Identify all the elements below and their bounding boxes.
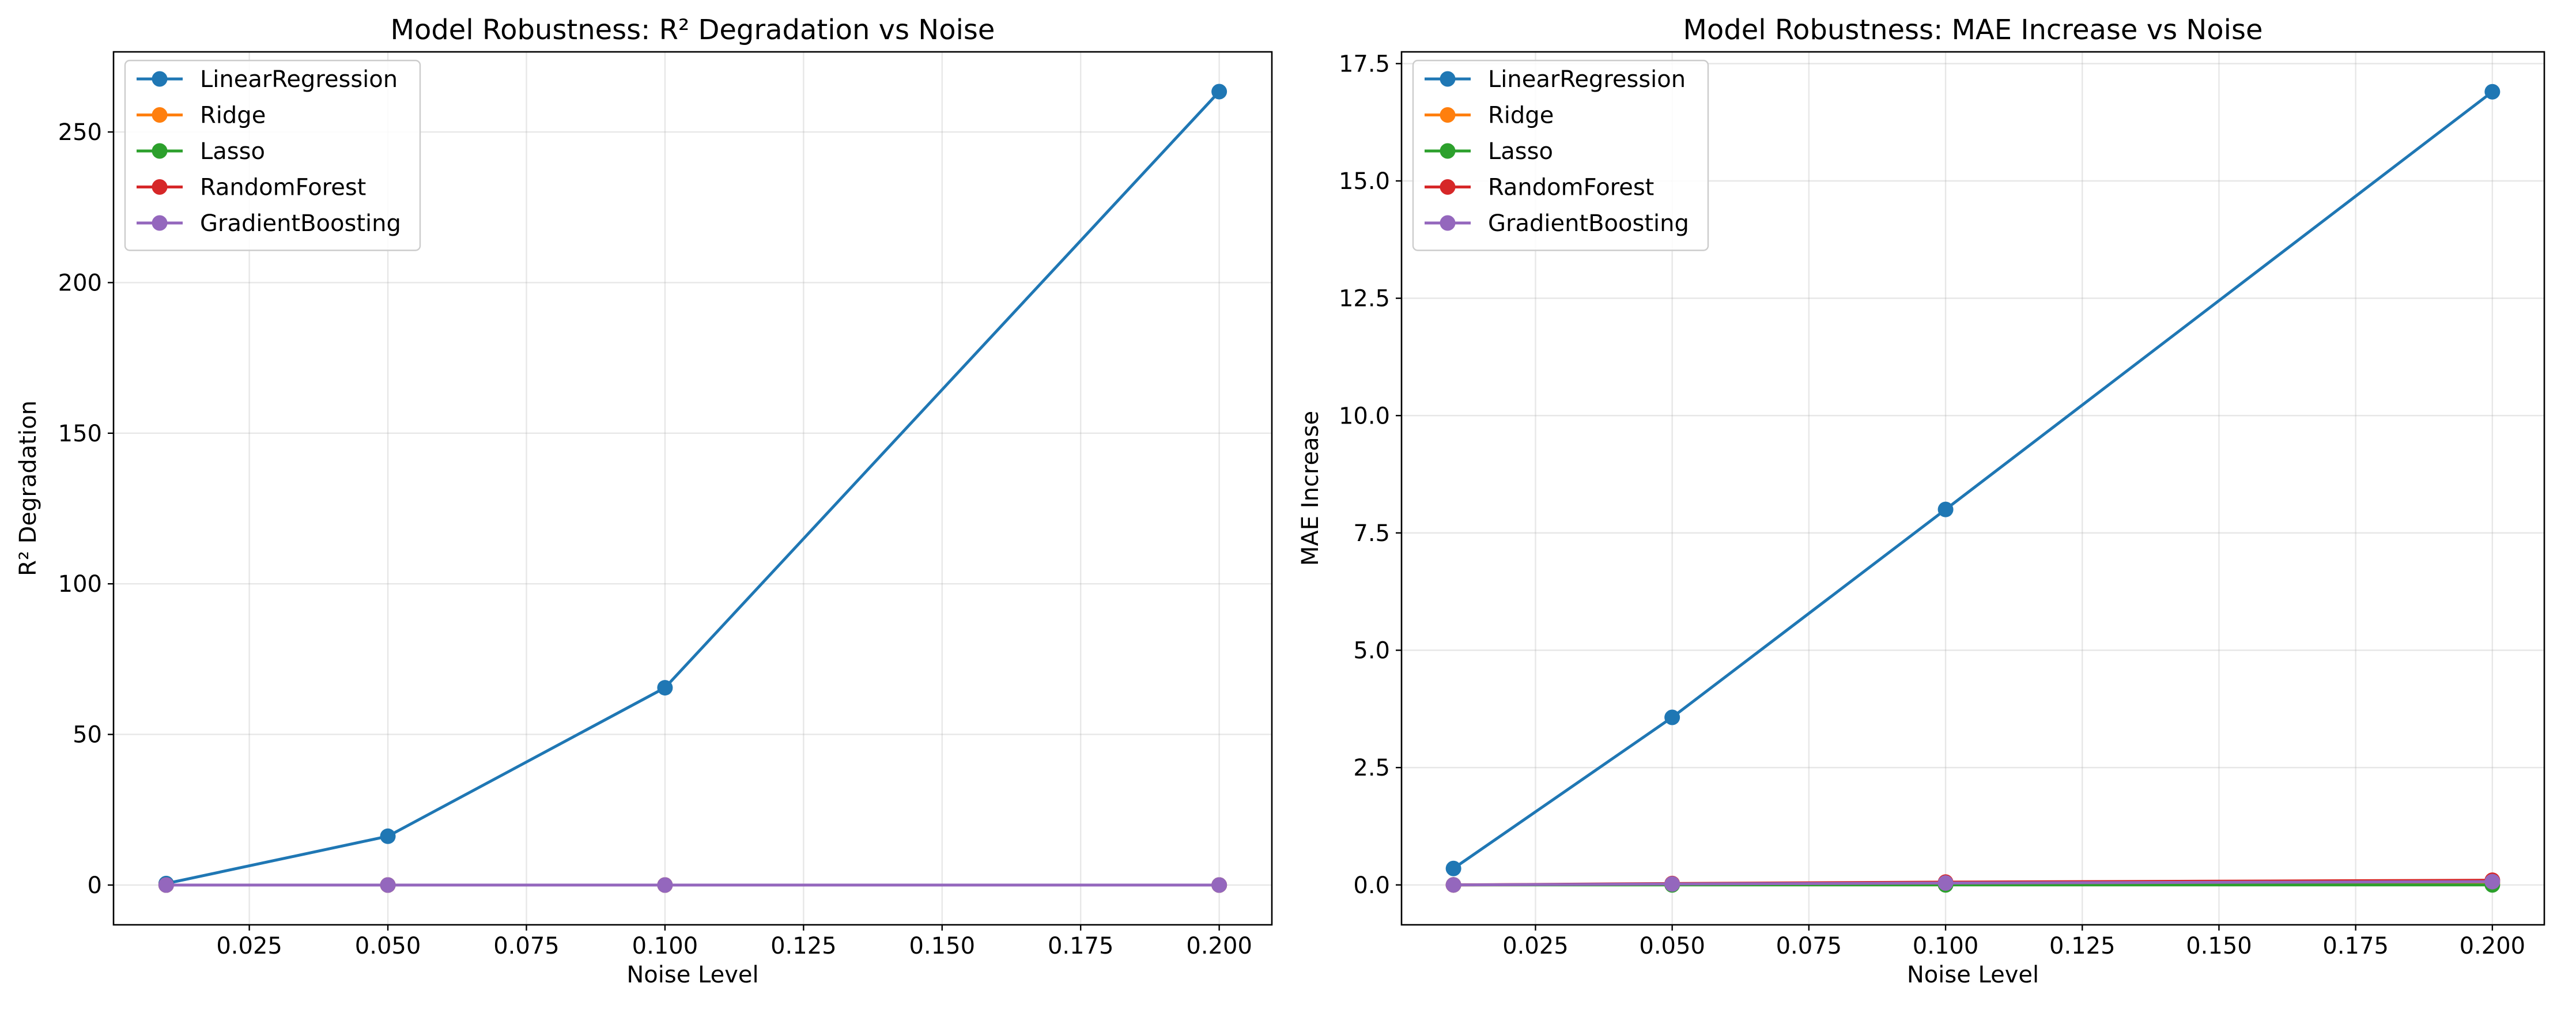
y-tick-label: 2.5	[1353, 755, 1390, 781]
legend-marker-GradientBoosting	[152, 215, 168, 231]
data-point-GradientBoosting	[158, 877, 174, 893]
x-tick-label: 0.100	[1913, 933, 1979, 959]
x-axis-label: Noise Level	[1907, 962, 2039, 988]
x-tick-label: 0.075	[1776, 933, 1842, 959]
axes-frame	[112, 51, 1273, 926]
y-tick-label: 50	[73, 722, 102, 748]
data-point-GradientBoosting	[2484, 874, 2501, 890]
axes-frame	[1400, 51, 2545, 926]
legend-box	[1412, 59, 1709, 251]
data-point-GradientBoosting	[1937, 875, 1954, 891]
legend-label: RandomForest	[200, 175, 366, 201]
x-tick-label: 0.175	[1048, 933, 1114, 959]
legend-label: LinearRegression	[200, 66, 398, 93]
y-tick-label: 5.0	[1353, 638, 1390, 664]
x-tick-label: 0.200	[1186, 933, 1252, 959]
y-tick-label: 10.0	[1339, 403, 1390, 429]
series-line-LinearRegression	[1452, 90, 2494, 870]
legend-label: Ridge	[200, 103, 266, 129]
legend-label: Lasso	[1488, 138, 1553, 165]
legend: LinearRegression Ridge Lasso RandomForest Gr…	[124, 59, 421, 251]
y-tick-label: 17.5	[1339, 51, 1390, 77]
x-tick-label: 0.050	[355, 933, 421, 959]
x-tick-label: 0.125	[770, 933, 837, 959]
series-line-LinearRegression	[165, 90, 1221, 885]
legend-marker-Ridge	[1440, 107, 1456, 123]
data-point-LinearRegression	[1664, 709, 1680, 725]
series-line-GradientBoosting	[1453, 880, 2492, 887]
data-point-LinearRegression	[380, 828, 396, 844]
data-point-GradientBoosting	[657, 877, 673, 893]
data-point-LinearRegression	[2484, 84, 2501, 100]
x-tick-label: 0.025	[1502, 933, 1569, 959]
data-point-LinearRegression	[1445, 860, 1461, 876]
data-point-GradientBoosting	[1211, 877, 1227, 893]
chart-panel-2: 0.025 0.050 0.075 0.100 0.125 0.150 0.175 0.200…	[1297, 14, 2545, 988]
y-tick-label: 200	[58, 270, 102, 296]
x-tick-label: 0.075	[493, 933, 560, 959]
data-point-GradientBoosting	[1664, 876, 1680, 892]
legend-label: GradientBoosting	[200, 210, 401, 237]
y-axis-label: R² Degradation	[15, 400, 41, 576]
y-tick-label: 7.5	[1353, 520, 1390, 547]
legend: LinearRegression Ridge Lasso RandomForest Gr…	[1412, 59, 1709, 251]
legend-label: LinearRegression	[1488, 66, 1686, 93]
y-tick-label: 150	[58, 421, 102, 447]
legend-marker-Ridge	[152, 107, 168, 123]
x-tick-label: 0.125	[2049, 933, 2116, 959]
x-tick-label: 0.175	[2322, 933, 2389, 959]
y-tick-label: 15.0	[1339, 168, 1390, 195]
chart-panel-1: 0.025 0.050 0.075 0.100 0.125 0.150 0.175 0.200…	[15, 14, 1273, 988]
legend-marker-RandomForest	[1440, 179, 1456, 195]
x-tick-label: 0.025	[216, 933, 282, 959]
data-point-GradientBoosting	[1445, 877, 1461, 893]
legend-marker-LinearRegression	[1440, 71, 1456, 87]
legend-marker-Lasso	[152, 143, 168, 159]
y-tick-label: 0.0	[1353, 872, 1390, 899]
x-tick-label: 0.100	[632, 933, 698, 959]
legend-marker-Lasso	[1440, 143, 1456, 159]
y-axis-label: MAE Increase	[1297, 411, 1324, 566]
x-axis-label: Noise Level	[626, 962, 758, 988]
data-point-LinearRegression	[1937, 501, 1954, 517]
chart-title: Model Robustness: R² Degradation vs Nois…	[391, 14, 995, 46]
y-tick-label: 12.5	[1339, 286, 1390, 312]
y-tick-label: 100	[58, 571, 102, 598]
legend-label: Ridge	[1488, 103, 1554, 129]
legend-box	[124, 59, 421, 251]
x-tick-label: 0.150	[2186, 933, 2252, 959]
y-tick-label: 250	[58, 119, 102, 146]
legend-marker-LinearRegression	[152, 71, 168, 87]
data-point-GradientBoosting	[380, 877, 396, 893]
data-point-LinearRegression	[657, 680, 673, 696]
legend-label: Lasso	[200, 138, 265, 165]
legend-label: GradientBoosting	[1488, 210, 1689, 237]
chart-title: Model Robustness: MAE Increase vs Noise	[1683, 14, 2263, 46]
legend-marker-RandomForest	[152, 179, 168, 195]
legend-marker-GradientBoosting	[1440, 215, 1456, 231]
legend-label: RandomForest	[1488, 175, 1654, 201]
x-tick-label: 0.150	[909, 933, 976, 959]
y-tick-label: 0	[88, 872, 102, 899]
data-point-LinearRegression	[1211, 84, 1227, 100]
x-tick-label: 0.050	[1639, 933, 1705, 959]
x-tick-label: 0.200	[2460, 933, 2526, 959]
